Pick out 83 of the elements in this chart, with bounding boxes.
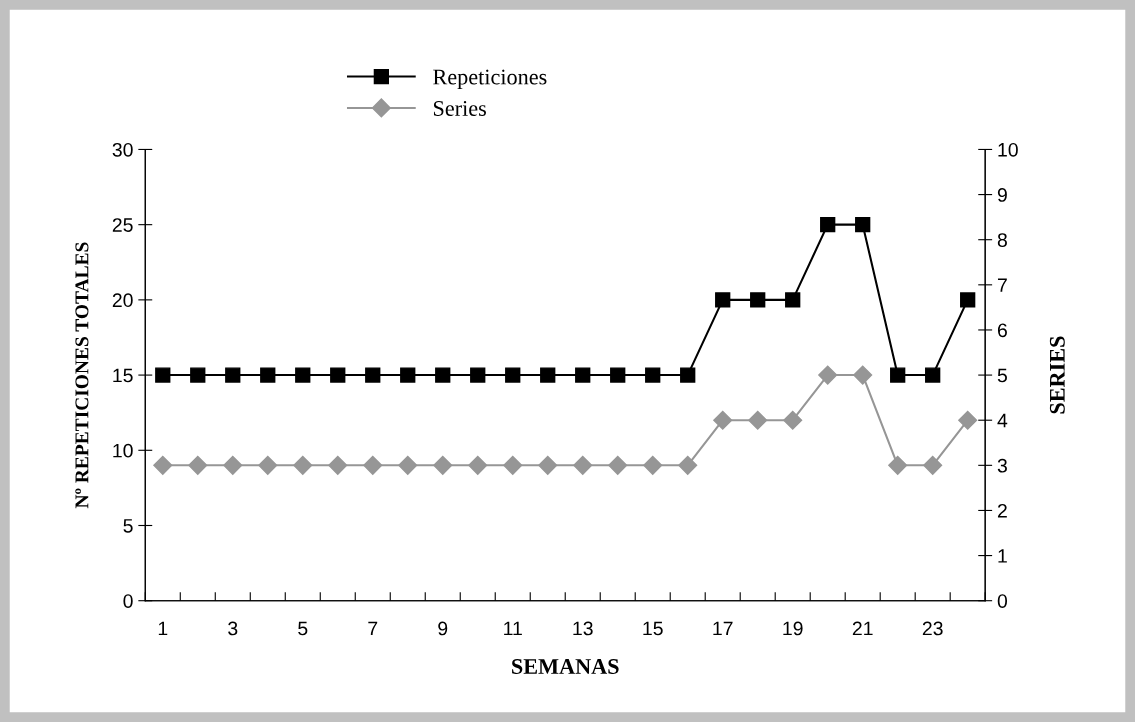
point [540,367,556,383]
point [155,367,171,383]
point [503,455,523,475]
point [958,410,978,430]
point [223,455,243,475]
point [680,367,696,383]
point [923,455,943,475]
point [608,455,628,475]
point [400,367,416,383]
point [748,410,768,430]
point [363,455,383,475]
y2-tick-label: 9 [997,188,1007,202]
point [750,292,766,308]
x-axis-title: SEMANAS [512,659,619,674]
point [330,367,346,383]
x-tick-label: 1 [158,621,168,636]
y2-tick-label: 1 [998,549,1007,563]
point [505,367,521,383]
y2-tick-label: 6 [997,323,1007,338]
point [785,292,801,308]
point [468,455,488,475]
point [783,410,803,430]
y-tick-label: 30 [112,142,133,157]
point [888,455,908,475]
x-tick-label: 5 [298,621,308,636]
x-tick-label: 9 [438,621,448,636]
x-tick-label: 7 [368,621,378,636]
y2-tick-label: 2 [997,503,1007,518]
point [610,367,626,383]
point [190,367,206,383]
point [225,367,241,383]
point [398,455,418,475]
point [645,367,661,383]
y2-tick-label: 0 [997,594,1008,608]
point [188,455,208,475]
y2-tick-label: 10 [998,142,1018,157]
point [575,367,591,383]
y-tick-label: 15 [113,368,133,383]
point [818,365,838,385]
point [365,367,381,383]
y-tick-label: 20 [112,293,133,308]
x-tick-label: 13 [573,621,593,636]
y-tick-label: 10 [113,443,133,458]
y2-tick-label: 4 [997,413,1008,428]
y2-tick-label: 3 [997,458,1007,473]
x-tick-label: 19 [783,621,803,636]
y2-tick-label: 8 [997,233,1007,247]
point [328,455,348,475]
point [470,367,486,383]
point [260,367,276,383]
point [713,410,733,430]
point [293,455,313,475]
x-tick-label: 11 [504,621,522,636]
point [678,455,698,475]
point [643,455,663,475]
x-tick-label: 15 [643,621,663,636]
point [960,292,976,308]
point [538,455,558,475]
point [153,455,173,475]
point [715,292,731,308]
point [573,455,593,475]
y2-axis-title: SERIES [1049,336,1065,414]
legend-label: Series [433,100,486,116]
x-tick-label: 17 [713,621,733,636]
point [855,217,871,233]
x-tick-label: 21 [852,621,873,636]
y-tick-label: 5 [123,519,133,533]
point [820,217,836,233]
legend-label: Repeticiones [433,69,547,90]
y-axis-title: Nº REPETICIONES TOTALES [75,242,89,509]
point [435,367,451,383]
point [853,365,873,385]
point [925,367,941,383]
point [258,455,278,475]
x-tick-label: 3 [228,621,238,636]
y2-tick-label: 7 [997,278,1007,292]
point [295,367,311,383]
x-tick-label: 23 [922,621,943,636]
y-tick-label: 0 [123,594,133,608]
y2-tick-label: 5 [997,368,1007,383]
point [433,455,453,475]
y-tick-label: 25 [112,218,133,232]
point [890,367,906,383]
